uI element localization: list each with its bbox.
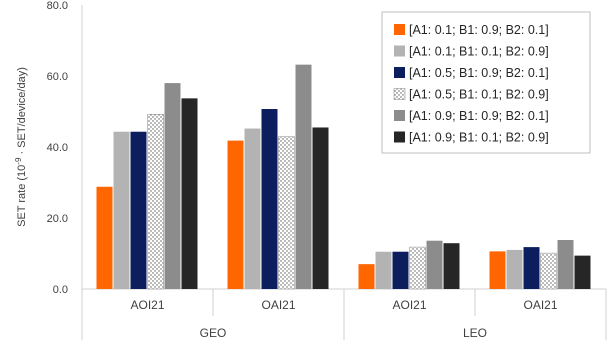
legend-swatch	[394, 110, 405, 121]
bar	[113, 131, 130, 289]
y-axis-title-group: SET rate (10-9 · SET/device/day)	[14, 67, 28, 227]
y-axis-title: SET rate (10-9 · SET/device/day)	[14, 67, 28, 227]
bar	[375, 251, 392, 289]
legend: [A1: 0.1; B1: 0.9; B2: 0.1] [A1: 0.1; B1:…	[381, 11, 591, 154]
legend-swatch	[394, 24, 405, 35]
legend-swatch	[393, 88, 406, 100]
y-axis-title-exponent: -9	[14, 157, 23, 165]
bar	[227, 140, 244, 289]
legend-swatch	[394, 131, 405, 143]
bar	[557, 240, 574, 289]
legend-label: [A1: 0.5; B1: 0.9; B2: 0.1]	[409, 66, 549, 80]
bar	[295, 64, 312, 289]
legend-label: [A1: 0.9; B1: 0.9; B2: 0.1]	[409, 109, 549, 123]
bar	[426, 240, 443, 289]
bar	[164, 83, 181, 289]
bar	[506, 249, 523, 289]
legend-label: [A1: 0.5; B1: 0.1; B2: 0.9]	[409, 88, 549, 102]
bar	[392, 251, 409, 289]
bar	[443, 243, 460, 289]
x-group-label: LEO	[463, 326, 487, 340]
x-category-label: OAI21	[523, 298, 557, 312]
bar	[358, 264, 375, 289]
bar	[278, 136, 295, 290]
y-tick-labels: 0.0 20.0 40.0 60.0 80.0	[47, 0, 68, 296]
bar	[130, 131, 147, 289]
bar	[540, 252, 557, 290]
legend-swatch	[394, 67, 405, 78]
bar	[96, 186, 113, 289]
x-category-label: OAI21	[261, 298, 295, 312]
y-tick-label: 60.0	[47, 71, 68, 83]
x-category-label: AOI21	[392, 298, 426, 312]
legend-label: [A1: 0.9; B1: 0.1; B2: 0.9]	[409, 131, 549, 145]
y-tick-label: 40.0	[47, 142, 68, 154]
category-labels: AOI21 OAI21 AOI21 OAI21 GEO LEO	[130, 298, 557, 340]
y-axis-title-suffix: · SET/device/day)	[16, 67, 28, 157]
legend-box	[381, 11, 591, 154]
y-tick-label: 80.0	[47, 0, 68, 12]
bar	[181, 98, 198, 290]
bar	[244, 128, 261, 289]
y-tick-label: 0.0	[53, 284, 68, 296]
bar	[147, 114, 164, 290]
x-category-label: AOI21	[130, 298, 164, 312]
legend-label: [A1: 0.1; B1: 0.1; B2: 0.9]	[409, 45, 549, 59]
bars	[96, 64, 591, 290]
bar	[312, 127, 329, 289]
y-tick-label: 20.0	[47, 213, 68, 225]
legend-label: [A1: 0.1; B1: 0.9; B2: 0.1]	[409, 23, 549, 37]
bar	[409, 246, 426, 290]
bar	[523, 247, 540, 289]
y-axis-title-prefix: SET rate (10	[16, 165, 28, 227]
bar	[261, 109, 278, 289]
bar	[574, 255, 591, 289]
bar	[489, 251, 506, 289]
legend-swatch	[394, 45, 405, 57]
x-group-label: GEO	[200, 326, 227, 340]
